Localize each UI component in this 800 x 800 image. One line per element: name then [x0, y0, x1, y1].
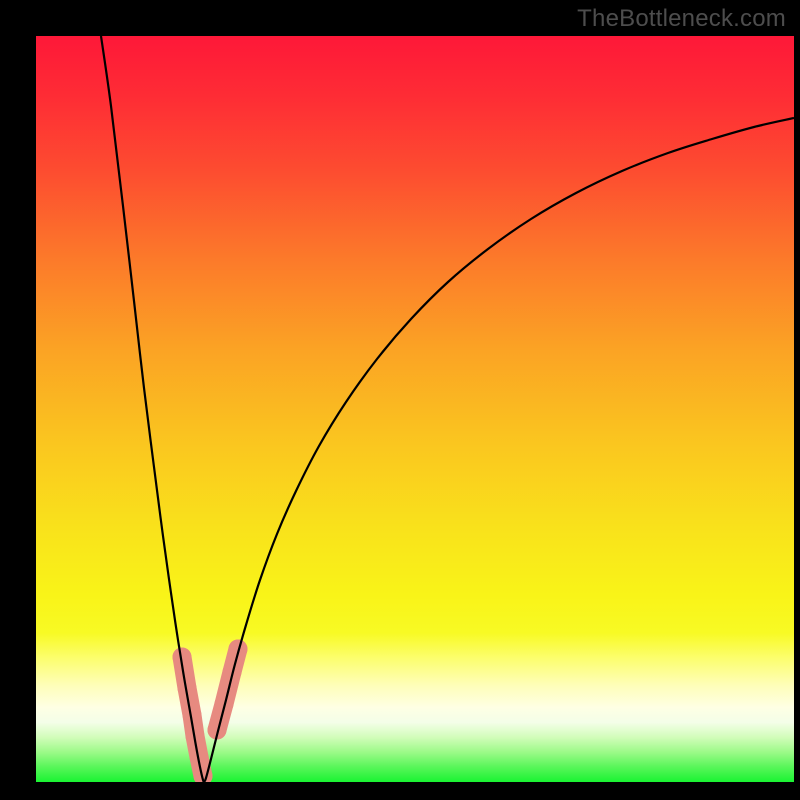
chart-container: TheBottleneck.com	[0, 0, 800, 800]
gradient-background	[36, 36, 794, 782]
watermark-text: TheBottleneck.com	[577, 5, 786, 33]
